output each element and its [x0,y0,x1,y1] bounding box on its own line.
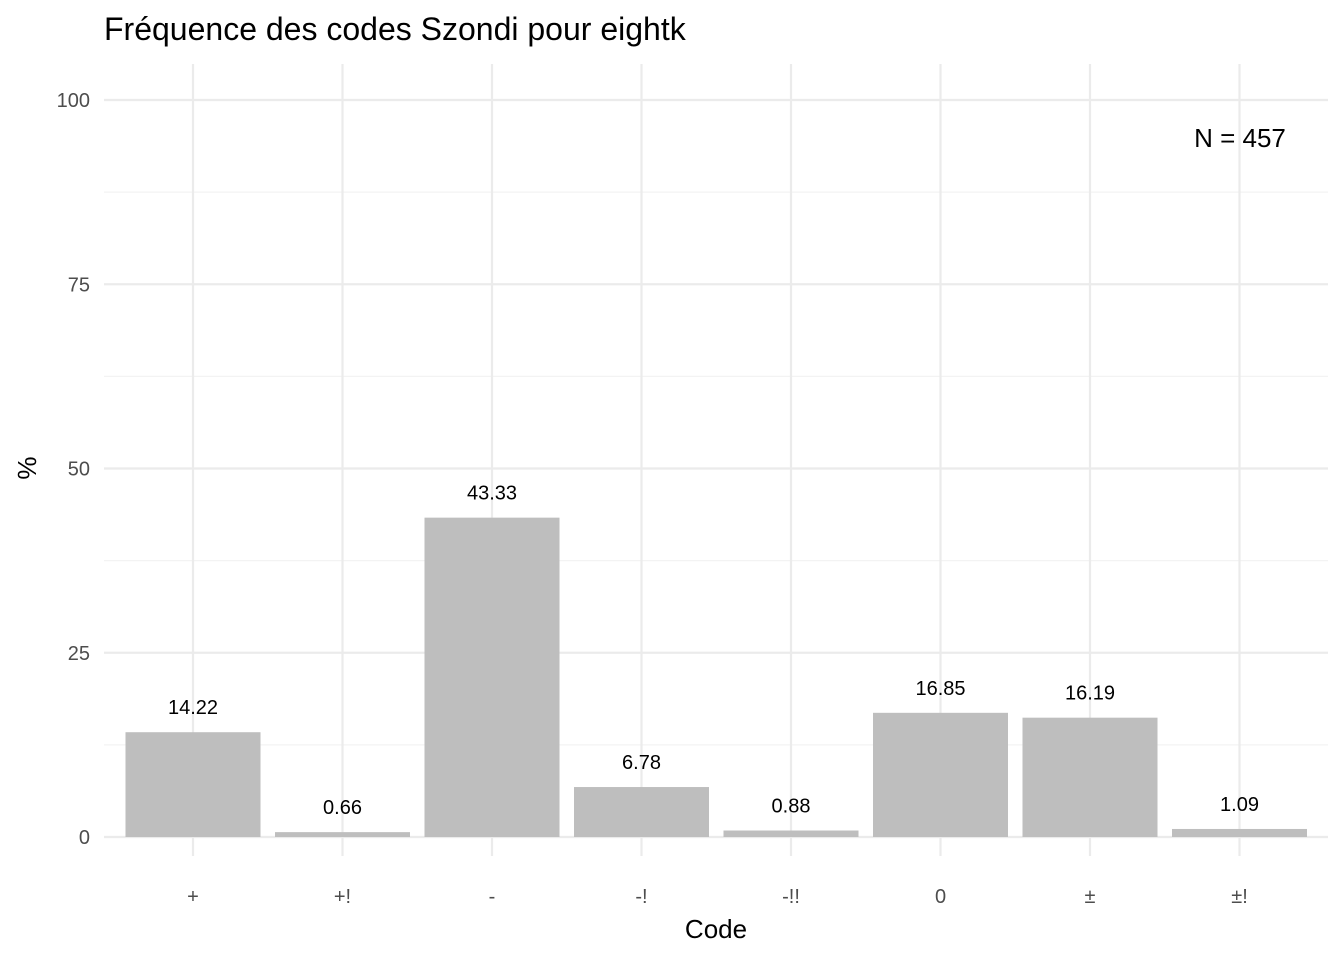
x-tick-label: -! [635,886,647,908]
bar [574,787,709,837]
data-label: 6.78 [622,752,661,774]
bar [1022,717,1158,837]
bar [1172,828,1307,837]
sample-size-annotation: N = 457 [1194,123,1286,153]
data-label: 16.85 [915,678,965,700]
x-tick-label: - [489,886,496,908]
bar [424,517,560,837]
x-tick-label: 0 [935,886,946,908]
x-tick-label: + [187,886,199,908]
bar [723,830,859,837]
x-axis-ticks: + +! - -! -!! 0 ± ±! [187,886,1248,908]
data-label: 0.66 [323,797,362,819]
bar [125,732,261,837]
x-tick-label: ± [1085,886,1096,908]
x-tick-label: +! [334,886,351,908]
x-tick-label: -!! [782,886,800,908]
y-axis-title: % [12,456,42,479]
y-tick-label: 100 [57,90,90,112]
y-tick-label: 50 [68,459,90,481]
y-tick-label: 25 [68,643,90,665]
bars [125,517,1307,837]
x-axis-title: Code [685,914,747,944]
major-gridlines [104,64,1328,856]
data-labels: 14.22 0.66 43.33 6.78 0.88 16.85 16.19 1.09 [168,483,1259,819]
data-label: 43.33 [467,483,517,505]
data-label: 14.22 [168,697,218,719]
data-label: 1.09 [1220,794,1259,816]
chart-title: Fréquence des codes Szondi pour eightk [104,11,687,47]
y-tick-label: 0 [79,827,90,849]
data-label: 0.88 [772,796,811,818]
bar [275,832,410,837]
y-tick-label: 75 [68,274,90,296]
bar [873,712,1008,837]
data-label: 16.19 [1065,683,1115,705]
y-axis-ticks: 0 25 50 75 100 [57,90,90,849]
x-tick-label: ±! [1231,886,1248,908]
